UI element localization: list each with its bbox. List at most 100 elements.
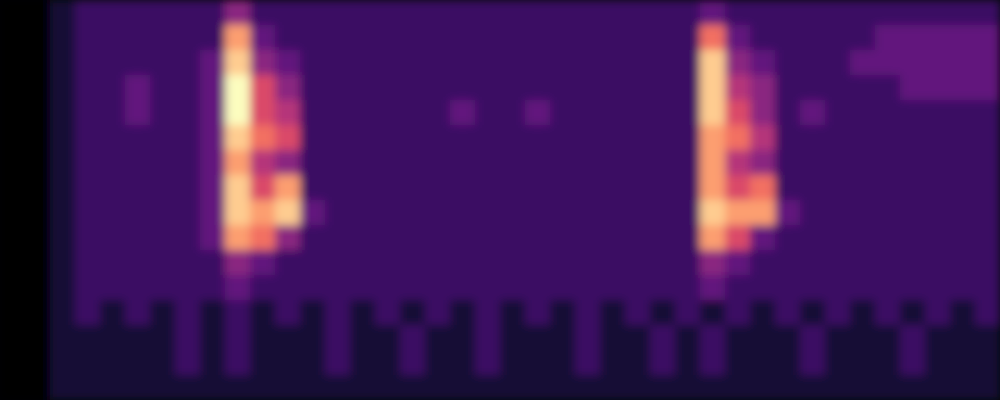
cell	[350, 200, 376, 226]
cell	[200, 200, 226, 226]
cell	[525, 325, 551, 351]
cell	[675, 300, 701, 326]
cell	[300, 325, 326, 351]
cell	[275, 25, 301, 51]
cell	[700, 75, 726, 101]
cell	[775, 150, 801, 176]
cell	[850, 250, 876, 276]
cell	[925, 0, 951, 26]
cell	[875, 50, 901, 76]
cell	[725, 300, 751, 326]
cell	[75, 325, 101, 351]
cell	[550, 250, 576, 276]
cell	[275, 225, 301, 251]
cell	[250, 250, 276, 276]
cell	[975, 325, 1000, 351]
cell	[0, 150, 26, 176]
cell	[225, 125, 251, 151]
cell	[200, 175, 226, 201]
cell	[75, 50, 101, 76]
cell	[825, 100, 851, 126]
cell	[25, 250, 51, 276]
cell	[100, 325, 126, 351]
cell	[275, 50, 301, 76]
cell	[0, 225, 26, 251]
cell	[125, 325, 151, 351]
cell	[275, 125, 301, 151]
cell	[600, 350, 626, 376]
cell	[800, 300, 826, 326]
cell	[625, 150, 651, 176]
cell	[450, 100, 476, 126]
cell	[75, 275, 101, 301]
cell	[350, 125, 376, 151]
cell	[750, 225, 776, 251]
cell	[575, 75, 601, 101]
cell	[475, 0, 501, 26]
cell	[300, 250, 326, 276]
cell	[125, 375, 151, 400]
cell	[350, 225, 376, 251]
cell	[275, 250, 301, 276]
cell	[25, 325, 51, 351]
cell	[225, 150, 251, 176]
cell	[475, 100, 501, 126]
cell	[900, 275, 926, 301]
cell	[675, 50, 701, 76]
cell	[25, 100, 51, 126]
cell	[725, 75, 751, 101]
cell	[750, 0, 776, 26]
cell	[550, 375, 576, 400]
cell	[625, 0, 651, 26]
cell	[600, 300, 626, 326]
cell	[200, 350, 226, 376]
cell	[225, 25, 251, 51]
cell	[450, 150, 476, 176]
cell	[700, 275, 726, 301]
cell	[650, 50, 676, 76]
cell	[400, 0, 426, 26]
cell	[400, 200, 426, 226]
cell	[850, 300, 876, 326]
cell	[475, 225, 501, 251]
cell	[850, 325, 876, 351]
cell	[400, 100, 426, 126]
cell	[925, 50, 951, 76]
cell	[600, 25, 626, 51]
cell	[825, 25, 851, 51]
cell	[625, 275, 651, 301]
cell	[525, 25, 551, 51]
cell	[125, 150, 151, 176]
cell	[800, 50, 826, 76]
cell	[700, 350, 726, 376]
cell	[325, 25, 351, 51]
cell	[425, 375, 451, 400]
cell	[825, 350, 851, 376]
cell	[350, 375, 376, 400]
cell	[250, 350, 276, 376]
cell	[475, 300, 501, 326]
cell	[750, 75, 776, 101]
cell	[675, 0, 701, 26]
cell	[675, 250, 701, 276]
cell	[250, 175, 276, 201]
cell	[125, 175, 151, 201]
cell	[475, 25, 501, 51]
cell	[75, 175, 101, 201]
cell	[50, 225, 76, 251]
cell	[725, 0, 751, 26]
cell	[625, 175, 651, 201]
cell	[0, 0, 26, 26]
cell	[575, 375, 601, 400]
cell	[850, 125, 876, 151]
cell	[825, 275, 851, 301]
cell	[200, 275, 226, 301]
cell	[700, 175, 726, 201]
cell	[600, 125, 626, 151]
cell	[900, 300, 926, 326]
cell	[975, 175, 1000, 201]
cell	[575, 50, 601, 76]
cell	[200, 125, 226, 151]
cell	[125, 200, 151, 226]
cell	[725, 175, 751, 201]
